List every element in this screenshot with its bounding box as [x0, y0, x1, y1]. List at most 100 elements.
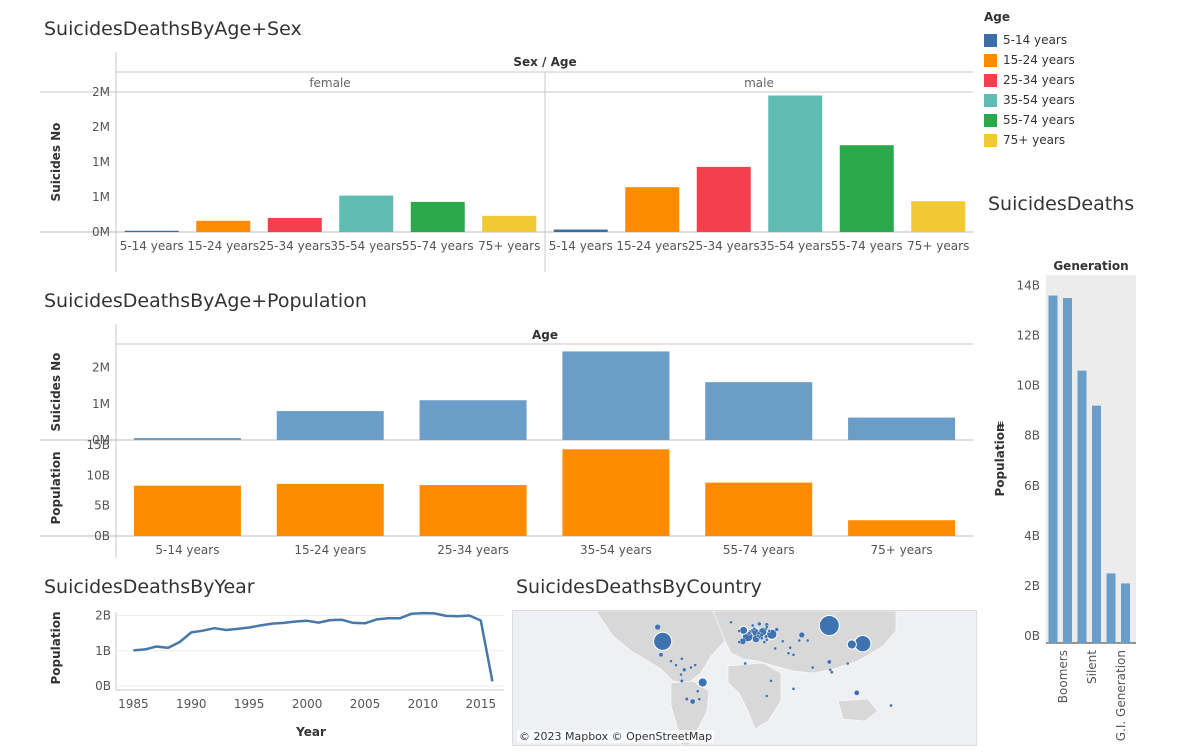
y-tick-label: 1M [92, 190, 110, 204]
country-marker[interactable] [780, 639, 785, 644]
country-marker[interactable] [764, 694, 769, 698]
bar-3 [562, 351, 670, 440]
legend-label: 55-74 years [1003, 113, 1075, 127]
x-tick-label: 75+ years [478, 239, 540, 253]
country-marker[interactable] [669, 659, 673, 663]
country-marker[interactable] [769, 679, 773, 683]
country-marker[interactable] [674, 663, 678, 667]
country-marker[interactable] [697, 677, 708, 688]
y-tick-label: 8B [1024, 429, 1040, 443]
legend-item[interactable]: 35-54 years [984, 90, 1104, 110]
country-marker[interactable] [658, 652, 664, 658]
country-map-title: SuicidesDeathsByCountry [516, 576, 762, 598]
y-tick-label: 10B [86, 468, 110, 482]
country-marker[interactable] [889, 703, 893, 708]
bar-1 [276, 483, 384, 536]
country-marker[interactable] [679, 672, 683, 677]
age-legend[interactable]: Age 5-14 years 15-24 years 25-34 years 3… [984, 10, 1104, 150]
country-marker[interactable] [805, 638, 810, 643]
country-marker[interactable] [697, 697, 702, 701]
country-marker[interactable] [750, 623, 755, 628]
legend-label: 75+ years [1003, 133, 1066, 147]
bar-3 [562, 449, 670, 536]
country-marker[interactable] [689, 665, 693, 670]
country-marker[interactable] [846, 639, 857, 650]
x-axis-label: Year [295, 725, 326, 739]
country-marker[interactable] [757, 621, 762, 627]
country-marker[interactable] [737, 629, 742, 633]
country-marker[interactable] [767, 629, 772, 633]
bar-2 [1077, 370, 1087, 643]
country-marker[interactable] [774, 627, 779, 632]
bar-female-0 [124, 230, 179, 232]
x-tick-label: 1985 [118, 697, 149, 711]
bar-2 [419, 485, 527, 536]
country-marker[interactable] [845, 661, 850, 666]
y-tick-label: 2B [1024, 579, 1040, 593]
bar-male-3 [768, 95, 823, 232]
country-marker[interactable] [786, 651, 791, 656]
country-marker[interactable] [791, 687, 796, 691]
country-marker[interactable] [755, 633, 760, 638]
x-tick-label: 1990 [176, 697, 207, 711]
country-marker[interactable] [752, 626, 757, 631]
country-marker[interactable] [773, 646, 778, 651]
country-marker[interactable] [729, 620, 733, 625]
y-tick-label: 2B [95, 609, 111, 623]
y-tick-label: 10B [1016, 379, 1040, 393]
country-marker[interactable] [689, 698, 696, 705]
country-marker[interactable] [797, 638, 802, 643]
country-marker[interactable] [764, 625, 769, 629]
country-marker[interactable] [684, 697, 689, 702]
plot-background [1046, 275, 1136, 643]
y-tick-label: 0M [92, 225, 110, 239]
country-marker[interactable] [762, 640, 767, 644]
series-line [133, 611, 494, 682]
bar-male-5 [911, 201, 966, 232]
country-marker[interactable] [829, 670, 834, 675]
country-marker[interactable] [693, 663, 697, 667]
y-tick-label: 1B [95, 644, 111, 658]
legend-item[interactable]: 25-34 years [984, 70, 1104, 90]
country-marker[interactable] [737, 640, 742, 644]
y-tick-label: 2M [92, 85, 110, 99]
country-marker[interactable] [743, 661, 747, 666]
generation-chart-title: SuicidesDeathsI [988, 193, 1136, 215]
country-marker[interactable] [818, 615, 840, 636]
legend-item[interactable]: 15-24 years [984, 50, 1104, 70]
country-marker[interactable] [759, 636, 764, 641]
legend-swatch [984, 113, 997, 127]
x-tick-label: 5-14 years [155, 543, 219, 557]
country-marker[interactable] [654, 624, 661, 631]
country-marker[interactable] [653, 631, 673, 651]
country-marker[interactable] [695, 689, 700, 693]
x-tick-label: 15-24 years [187, 239, 259, 253]
legend-title: Age [984, 10, 1011, 24]
legend-label: 35-54 years [1003, 93, 1075, 107]
country-marker[interactable] [826, 659, 832, 665]
country-marker[interactable] [747, 631, 752, 636]
country-marker[interactable] [791, 653, 796, 657]
country-map[interactable]: © 2023 Mapbox © OpenStreetMap [512, 610, 977, 746]
bar-female-4 [410, 201, 465, 232]
map-attribution[interactable]: © 2023 Mapbox © OpenStreetMap [517, 730, 715, 743]
country-marker[interactable] [798, 631, 805, 639]
country-map-canvas[interactable] [513, 611, 976, 745]
country-marker[interactable] [853, 690, 860, 696]
country-marker[interactable] [788, 645, 793, 650]
x-tick-label: 25-34 years [437, 543, 509, 557]
x-tick-label: 1995 [234, 697, 265, 711]
x-tick-label: 15-24 years [294, 543, 366, 557]
x-tick-label: 35-54 years [759, 239, 831, 253]
y-tick-label: 14B [1016, 279, 1040, 293]
country-marker[interactable] [810, 665, 815, 670]
y-axis-label: Suicides No [49, 123, 63, 202]
legend-item[interactable]: 75+ years [984, 130, 1104, 150]
legend-item[interactable]: 5-14 years [984, 30, 1104, 50]
country-marker[interactable] [679, 678, 684, 683]
country-marker[interactable] [679, 657, 684, 661]
country-marker[interactable] [764, 637, 769, 642]
country-marker[interactable] [682, 667, 687, 672]
legend-item[interactable]: 55-74 years [984, 110, 1104, 130]
